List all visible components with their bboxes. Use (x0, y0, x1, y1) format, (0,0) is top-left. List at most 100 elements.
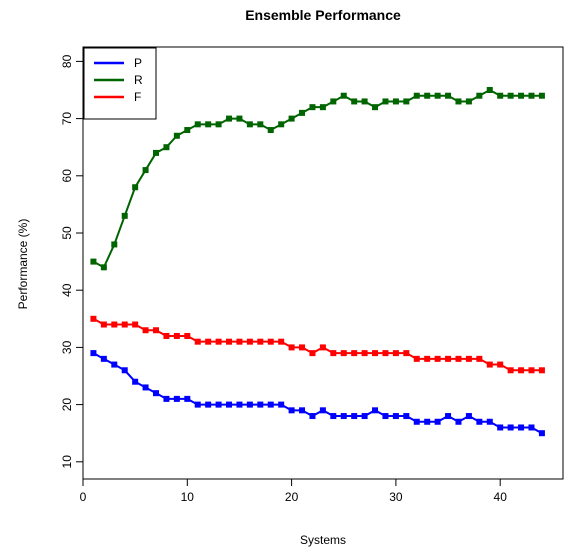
data-point (424, 92, 431, 99)
data-point (288, 407, 295, 414)
y-axis-label: Performance (%) (16, 219, 30, 310)
data-point (288, 344, 295, 351)
data-point (330, 98, 337, 105)
data-point (434, 355, 441, 362)
data-point (476, 418, 483, 425)
data-point (372, 104, 379, 111)
data-point (163, 332, 170, 339)
y-tick-label: 20 (60, 398, 74, 412)
data-point (132, 321, 139, 328)
legend-label-r: R (134, 73, 143, 87)
data-point (528, 367, 535, 374)
data-point (538, 92, 545, 99)
data-point (90, 350, 97, 357)
data-point (299, 344, 306, 351)
data-point (184, 395, 191, 402)
data-point (278, 338, 285, 345)
data-point (486, 87, 493, 93)
data-point (465, 413, 472, 420)
series-line-f (92, 317, 542, 372)
data-point (434, 92, 441, 99)
data-point (392, 98, 399, 105)
data-point (184, 127, 191, 134)
data-point (455, 98, 462, 105)
data-point (372, 350, 379, 357)
y-tick-label: 50 (60, 226, 74, 240)
data-point (424, 355, 431, 362)
data-point (257, 121, 264, 128)
data-point (132, 184, 139, 191)
legend-label-p: P (134, 56, 142, 70)
data-point (403, 350, 410, 357)
data-point (194, 121, 201, 128)
data-point (455, 355, 462, 362)
data-point (392, 413, 399, 420)
data-point (497, 92, 504, 99)
data-point (236, 401, 243, 408)
data-point (215, 401, 222, 408)
data-point (267, 127, 274, 134)
data-point (194, 338, 201, 345)
data-point (330, 350, 337, 357)
data-point (340, 92, 347, 99)
data-point (507, 367, 514, 374)
series-r (90, 87, 545, 271)
x-axis: 0 10 20 30 40 (80, 479, 508, 504)
data-point (153, 390, 160, 397)
data-point (153, 149, 160, 156)
data-point (538, 367, 545, 374)
data-point (403, 413, 410, 420)
data-point (497, 424, 504, 431)
data-point (413, 355, 420, 362)
data-point (361, 413, 368, 420)
data-point (351, 98, 358, 105)
data-point (205, 338, 212, 345)
data-point (111, 361, 118, 368)
data-point (507, 92, 514, 99)
data-point (382, 98, 389, 105)
data-point (309, 350, 316, 357)
legend-box (83, 47, 157, 120)
data-point (246, 401, 253, 408)
series-line-r (92, 88, 542, 269)
data-point (330, 413, 337, 420)
data-point (153, 327, 160, 334)
data-point (465, 355, 472, 362)
x-tick-label: 30 (389, 490, 403, 504)
data-point (434, 418, 441, 425)
data-point (309, 413, 316, 420)
x-tick-label: 20 (285, 490, 299, 504)
data-point (392, 350, 399, 357)
data-point (121, 367, 128, 374)
data-point (518, 424, 525, 431)
y-tick-label: 60 (60, 169, 74, 183)
series-p (90, 350, 545, 437)
x-axis-label: Systems (300, 533, 346, 547)
data-point (173, 332, 180, 339)
data-point (486, 361, 493, 368)
data-point (226, 115, 233, 122)
data-point (299, 109, 306, 116)
data-point (267, 338, 274, 345)
data-point (518, 367, 525, 374)
data-point (465, 98, 472, 105)
data-point (100, 321, 107, 328)
data-point (173, 132, 180, 139)
data-point (382, 413, 389, 420)
plot-frame (82, 46, 564, 480)
data-point (538, 430, 545, 437)
data-point (100, 355, 107, 362)
data-point (90, 315, 97, 322)
data-point (236, 338, 243, 345)
data-point (111, 321, 118, 328)
data-point (476, 355, 483, 362)
data-point (163, 395, 170, 402)
data-point (340, 350, 347, 357)
x-tick-label: 40 (494, 490, 508, 504)
legend-label-f: F (134, 90, 141, 104)
data-point (497, 361, 504, 368)
data-point (205, 121, 212, 128)
legend: PRF (83, 47, 157, 120)
data-point (319, 407, 326, 414)
